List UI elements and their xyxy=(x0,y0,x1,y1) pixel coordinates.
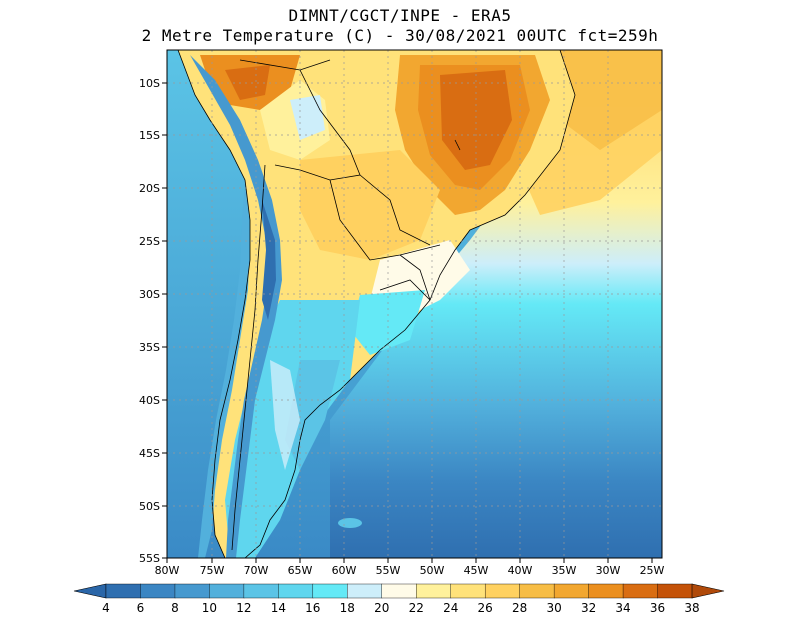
lat-label: 40S xyxy=(139,394,160,407)
lon-label: 60W xyxy=(332,564,357,577)
colorbar-label: 8 xyxy=(171,601,179,615)
colorbar-swatch xyxy=(588,583,624,599)
colorbar-swatch xyxy=(105,583,141,599)
colorbar-swatch xyxy=(347,583,383,599)
colorbar-label: 22 xyxy=(409,601,424,615)
colorbar-label: 10 xyxy=(202,601,217,615)
colorbar-label: 14 xyxy=(271,601,286,615)
lon-label: 45W xyxy=(464,564,489,577)
lat-label: 15S xyxy=(139,129,160,142)
lat-label: 10S xyxy=(139,77,160,90)
colorbar-label: 20 xyxy=(374,601,389,615)
lat-label: 25S xyxy=(139,235,160,248)
colorbar-swatch xyxy=(622,583,659,599)
title-line-2: 2 Metre Temperature (C) - 30/08/2021 00U… xyxy=(141,26,659,45)
colorbar-label: 38 xyxy=(684,601,699,615)
colorbar-label: 24 xyxy=(443,601,458,615)
longitude-labels: 80W 75W 70W 65W 60W 55W 50W 45W 40W 35W … xyxy=(155,564,665,577)
lon-label: 80W xyxy=(155,564,180,577)
colorbar-label: 28 xyxy=(512,601,527,615)
lon-label: 55W xyxy=(376,564,401,577)
colorbar: 4 6 8 10 12 14 16 18 20 22 24 26 28 30 32 34 36 38 xyxy=(73,583,725,615)
lat-label: 30S xyxy=(139,288,160,301)
lat-label: 45S xyxy=(139,447,160,460)
colorbar-label: 26 xyxy=(478,601,493,615)
lon-label: 50W xyxy=(420,564,445,577)
lat-label: 35S xyxy=(139,341,160,354)
colorbar-swatch xyxy=(312,583,348,599)
colorbar-label: 16 xyxy=(305,601,320,615)
colorbar-label: 4 xyxy=(102,601,110,615)
map-field xyxy=(167,50,662,558)
colorbar-label: 34 xyxy=(615,601,630,615)
colorbar-swatch xyxy=(381,583,417,599)
colorbar-swatch xyxy=(450,583,486,599)
colorbar-swatch xyxy=(553,583,590,599)
lat-label: 55S xyxy=(139,552,160,565)
colorbar-swatch xyxy=(209,583,245,599)
colorbar-label: 32 xyxy=(581,601,596,615)
lon-label: 70W xyxy=(244,564,269,577)
lon-label: 35W xyxy=(552,564,577,577)
colorbar-swatch xyxy=(174,583,210,599)
colorbar-label: 12 xyxy=(236,601,251,615)
lon-label: 75W xyxy=(200,564,225,577)
colorbar-label: 30 xyxy=(546,601,561,615)
colorbar-swatch xyxy=(657,583,693,599)
lon-label: 65W xyxy=(288,564,313,577)
lon-label: 30W xyxy=(596,564,621,577)
lon-label: 25W xyxy=(640,564,665,577)
colorbar-swatch xyxy=(140,583,176,599)
graticule xyxy=(167,50,662,558)
axis-ticks xyxy=(162,82,653,563)
map-frame xyxy=(166,49,663,559)
colorbar-arrow-high xyxy=(691,583,725,599)
colorbar-label: 18 xyxy=(340,601,355,615)
colorbar-label: 6 xyxy=(137,601,145,615)
colorbar-swatch xyxy=(243,583,279,599)
colorbar-arrow-low xyxy=(73,583,107,599)
colorbar-swatch xyxy=(484,583,521,599)
colorbar-swatch xyxy=(416,583,452,599)
latitude-labels: 10S 15S 20S 25S 30S 35S 40S 45S 50S 55S xyxy=(139,77,160,565)
colorbar-label: 36 xyxy=(650,601,665,615)
lon-label: 40W xyxy=(508,564,533,577)
lat-label: 50S xyxy=(139,500,160,513)
title-line-1: DIMNT/CGCT/INPE - ERA5 xyxy=(288,6,512,25)
colorbar-swatch xyxy=(519,583,555,599)
lat-label: 20S xyxy=(139,182,160,195)
colorbar-swatch xyxy=(278,583,314,599)
